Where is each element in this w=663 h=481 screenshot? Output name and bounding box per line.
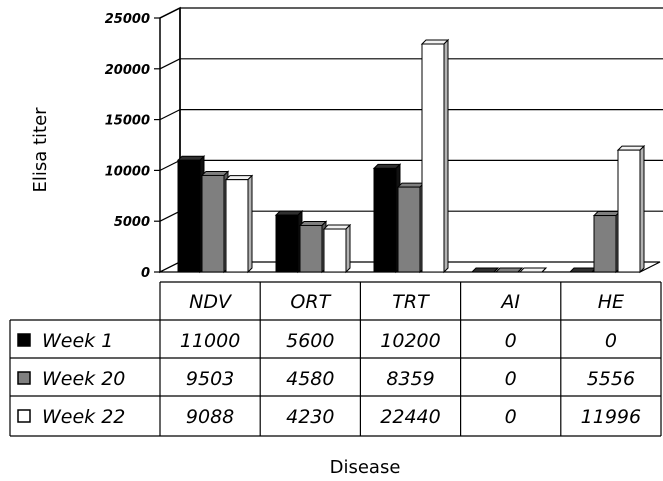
series-label: Week 20 <box>42 368 125 390</box>
table-cell: 11000 <box>180 330 240 352</box>
bar-front <box>323 228 347 273</box>
table-cell: 4580 <box>286 368 334 390</box>
table-cell: 4230 <box>286 406 334 428</box>
bar-ort-series-0 <box>274 209 304 274</box>
bar-front <box>299 224 323 273</box>
bar-front <box>177 159 201 273</box>
bar-ndv-series-2 <box>224 174 254 274</box>
bar-ndv-series-0 <box>176 155 206 274</box>
bar-front <box>617 149 641 273</box>
category-label: AI <box>499 291 520 313</box>
table-cell: 10200 <box>380 330 440 352</box>
gridline-diagonal <box>159 109 181 121</box>
data-table-grid <box>9 281 662 437</box>
gridline-diagonal <box>159 7 181 19</box>
gridline-diagonal <box>159 210 181 222</box>
table-cell: 5556 <box>587 368 635 390</box>
bar-side <box>541 267 547 273</box>
y-tick-label: 15000 <box>105 114 150 129</box>
bar-side <box>345 223 351 274</box>
legend-keys <box>17 333 31 423</box>
bar-front <box>421 43 445 273</box>
bar-front <box>201 174 225 273</box>
table-cell: 0 <box>505 368 517 390</box>
data-table-values: 11000 5600 10200 0 0 9503 4580 8359 0 55… <box>180 330 641 428</box>
bar-front <box>225 179 249 273</box>
y-tick-label: 25000 <box>105 12 150 27</box>
bar-he-series-1 <box>592 210 622 274</box>
bar-ort-series-2 <box>322 223 352 274</box>
table-cell: 9088 <box>186 406 234 428</box>
category-labels: NDV ORT TRT AI HE <box>189 291 624 313</box>
table-cell: 0 <box>505 406 517 428</box>
bar-ai-series-0 <box>470 267 500 273</box>
bar-ai-series-1 <box>494 267 524 273</box>
side-wall <box>159 6 181 274</box>
bar-side <box>493 267 499 273</box>
table-cell: 8359 <box>386 368 434 390</box>
bar-he-series-2 <box>616 144 646 274</box>
table-cell: 0 <box>505 330 517 352</box>
y-tick-label: 10000 <box>105 164 150 179</box>
bar-trt-series-0 <box>372 163 402 274</box>
category-label: TRT <box>392 291 430 313</box>
category-label: ORT <box>290 291 331 313</box>
bar-he-series-0 <box>568 267 598 273</box>
bar-ndv-series-1 <box>200 170 230 274</box>
table-cell: 11996 <box>581 406 641 428</box>
category-label: NDV <box>189 291 233 313</box>
legend-key-0 <box>17 333 31 347</box>
bar-front <box>593 215 617 273</box>
table-cell: 5600 <box>286 330 334 352</box>
bar-ai-series-2 <box>518 267 548 273</box>
gridline-diagonal <box>159 159 181 171</box>
category-label: HE <box>598 291 624 313</box>
legend-key-2 <box>17 409 31 423</box>
y-axis-title: Elisa titer <box>30 107 51 193</box>
bar-side <box>247 174 253 274</box>
table-cell: 22440 <box>380 406 440 428</box>
y-tick-label: 20000 <box>105 63 150 78</box>
table-cell: 0 <box>605 330 617 352</box>
bars <box>176 38 646 274</box>
series-label: Week 22 <box>42 406 125 428</box>
bar-front <box>373 167 397 273</box>
bar-front <box>397 186 421 273</box>
x-axis-title: Disease <box>330 457 401 478</box>
bar-side <box>517 267 523 273</box>
y-axis-ticks: 0 5000 10000 15000 20000 25000 <box>105 12 150 281</box>
series-label: Week 1 <box>42 330 113 352</box>
series-legend-labels: Week 1 Week 20 Week 22 <box>42 330 125 428</box>
legend-key-1 <box>17 371 31 385</box>
y-tick-label: 5000 <box>114 215 150 230</box>
bar-trt-series-2 <box>420 38 450 274</box>
bar-trt-series-1 <box>396 181 426 274</box>
table-cell: 9503 <box>186 368 234 390</box>
y-tick-label: 0 <box>141 266 150 281</box>
bar-side <box>639 144 645 274</box>
bar-front <box>275 214 299 273</box>
bar-ort-series-1 <box>298 220 328 274</box>
gridline-diagonal <box>159 58 181 70</box>
bar-side <box>443 38 449 274</box>
